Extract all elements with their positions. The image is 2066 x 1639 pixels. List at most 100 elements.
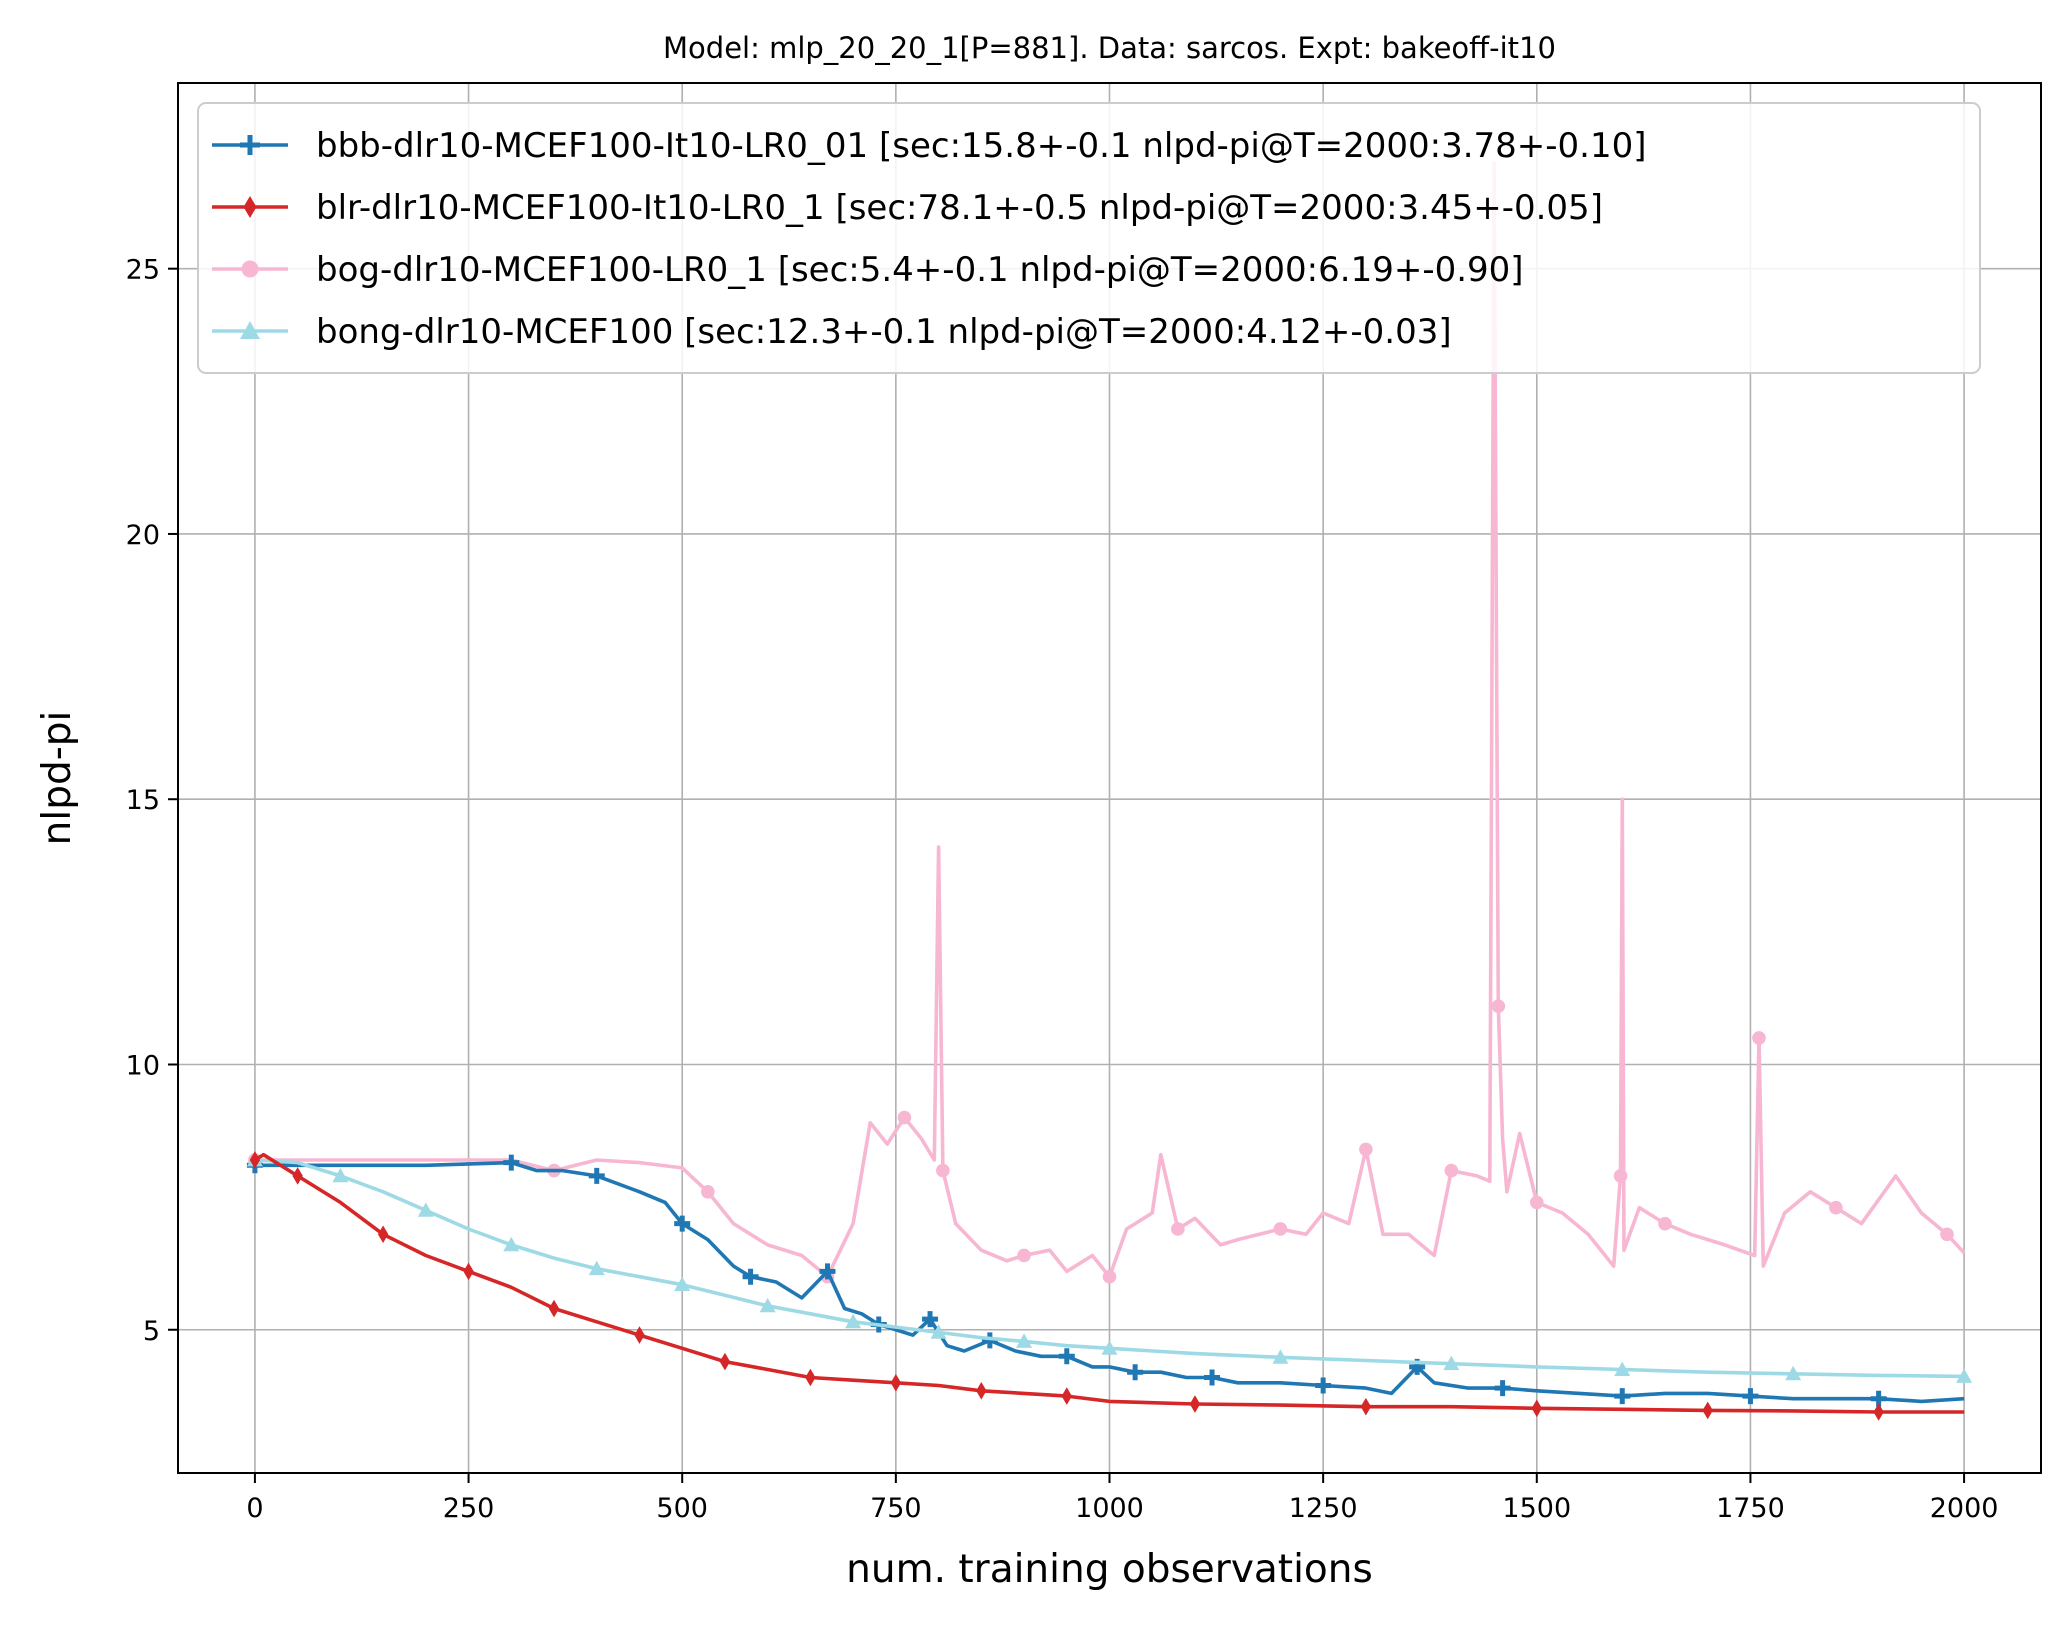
data-point — [1956, 1368, 1973, 1383]
y-tick-label: 25 — [126, 255, 160, 286]
legend-marker — [241, 260, 259, 278]
x-tick-label: 1500 — [1502, 1493, 1571, 1524]
data-point — [332, 1167, 349, 1183]
data-point — [1940, 1227, 1954, 1242]
y-tick-label: 20 — [126, 520, 160, 551]
x-tick-label: 1250 — [1289, 1493, 1358, 1524]
series-line — [254, 160, 1966, 1279]
x-tick-label: 250 — [443, 1493, 495, 1524]
x-tick-label: 1750 — [1716, 1493, 1785, 1524]
data-point — [922, 1311, 939, 1328]
data-point — [1752, 1031, 1766, 1045]
data-point — [634, 1326, 645, 1344]
data-point — [701, 1185, 715, 1199]
axis-ticks: 0 250 500 750 1000 1250 1500 1750 2000 5 10 15 20 25 — [126, 255, 1999, 1524]
legend-item: bbb-dlr10-MCEF100-It10-LR0_01 [sec:15.8+… — [212, 126, 1647, 166]
data-point — [719, 1352, 731, 1371]
data-point — [503, 1154, 520, 1171]
legend-marker — [240, 135, 260, 155]
data-point — [1171, 1222, 1185, 1236]
data-point — [1491, 999, 1506, 1013]
data-point — [417, 1202, 434, 1217]
legend-label: bong-dlr10-MCEF100 [sec:12.3+-0.1 nlpd-p… — [316, 312, 1452, 352]
y-tick-label: 10 — [126, 1050, 160, 1081]
series-line — [254, 1160, 1965, 1404]
data-point — [463, 1262, 474, 1281]
data-point — [1204, 1369, 1221, 1386]
data-point — [1614, 1361, 1631, 1376]
data-point — [1702, 1401, 1713, 1420]
data-point — [249, 1151, 261, 1169]
data-point — [1017, 1248, 1031, 1263]
data-point — [503, 1236, 520, 1252]
legend-label: blr-dlr10-MCEF100-It10-LR0_1 [sec:78.1+-… — [316, 188, 1603, 228]
data-point — [1494, 1380, 1511, 1397]
data-point — [1273, 1222, 1288, 1236]
x-tick-label: 2000 — [1930, 1493, 1999, 1524]
data-point — [1360, 1397, 1372, 1416]
series-line — [254, 1158, 1965, 1379]
x-tick-label: 1000 — [1075, 1493, 1144, 1524]
series-diamond — [249, 1151, 1965, 1421]
data-point — [1658, 1216, 1672, 1231]
data-point — [1058, 1348, 1075, 1365]
x-tick-label: 750 — [870, 1493, 922, 1524]
data-point — [1272, 1349, 1289, 1364]
data-point — [1444, 1163, 1459, 1178]
legend: bbb-dlr10-MCEF100-It10-LR0_01 [sec:15.8+… — [197, 102, 1981, 374]
y-tick-label: 5 — [143, 1316, 160, 1347]
data-point — [1061, 1387, 1072, 1405]
data-point — [1614, 1388, 1631, 1405]
legend-item: blr-dlr10-MCEF100-It10-LR0_1 [sec:78.1+-… — [212, 188, 1603, 228]
data-point — [548, 1299, 560, 1318]
data-point — [292, 1167, 303, 1185]
data-point — [1531, 1399, 1542, 1418]
series-line — [253, 1152, 1965, 1414]
data-point — [890, 1374, 902, 1392]
data-point — [1873, 1403, 1884, 1421]
data-point — [1101, 1340, 1118, 1355]
data-point — [674, 1215, 691, 1232]
legend-item: bog-dlr10-MCEF100-LR0_1 [sec:5.4+-0.1 nl… — [212, 250, 1524, 290]
legend-marker — [243, 196, 257, 218]
x-tick-label: 0 — [246, 1493, 263, 1524]
data-point — [1529, 1195, 1544, 1210]
legend-item: bong-dlr10-MCEF100 [sec:12.3+-0.1 nlpd-p… — [212, 312, 1452, 352]
chart-title: Model: mlp_20_20_1[P=881]. Data: sarcos.… — [663, 31, 1556, 65]
data-point — [1443, 1355, 1460, 1371]
data-point — [805, 1368, 816, 1387]
data-point — [1102, 1269, 1117, 1284]
data-point — [1127, 1364, 1144, 1381]
data-point — [897, 1110, 912, 1125]
legend-marker — [240, 321, 260, 339]
series-triangle — [246, 1151, 1973, 1383]
data-point — [742, 1268, 759, 1285]
data-point — [1785, 1365, 1802, 1381]
x-axis-label: num. training observations — [846, 1547, 1373, 1592]
data-point — [1189, 1395, 1201, 1413]
data-point — [845, 1313, 862, 1329]
x-tick-label: 500 — [656, 1493, 708, 1524]
data-point — [674, 1276, 691, 1292]
data-point — [1829, 1200, 1843, 1215]
y-tick-label: 15 — [126, 785, 160, 816]
data-point — [377, 1225, 389, 1244]
data-point — [1613, 1169, 1628, 1183]
y-axis-label: nlpd-pi — [35, 711, 80, 846]
data-point — [1016, 1333, 1033, 1348]
data-point — [936, 1163, 950, 1178]
series-plus — [246, 1154, 1965, 1407]
data-point — [588, 1260, 605, 1276]
plot-series — [246, 160, 1973, 1421]
data-point — [759, 1297, 776, 1313]
data-point — [819, 1263, 836, 1280]
data-point — [1359, 1142, 1373, 1157]
legend-label: bog-dlr10-MCEF100-LR0_1 [sec:5.4+-0.1 nl… — [316, 250, 1524, 290]
data-point — [930, 1324, 947, 1339]
data-point — [1315, 1377, 1332, 1394]
legend-box — [197, 102, 1981, 374]
data-point — [976, 1381, 987, 1400]
data-point — [588, 1167, 605, 1184]
data-point — [1742, 1388, 1759, 1405]
